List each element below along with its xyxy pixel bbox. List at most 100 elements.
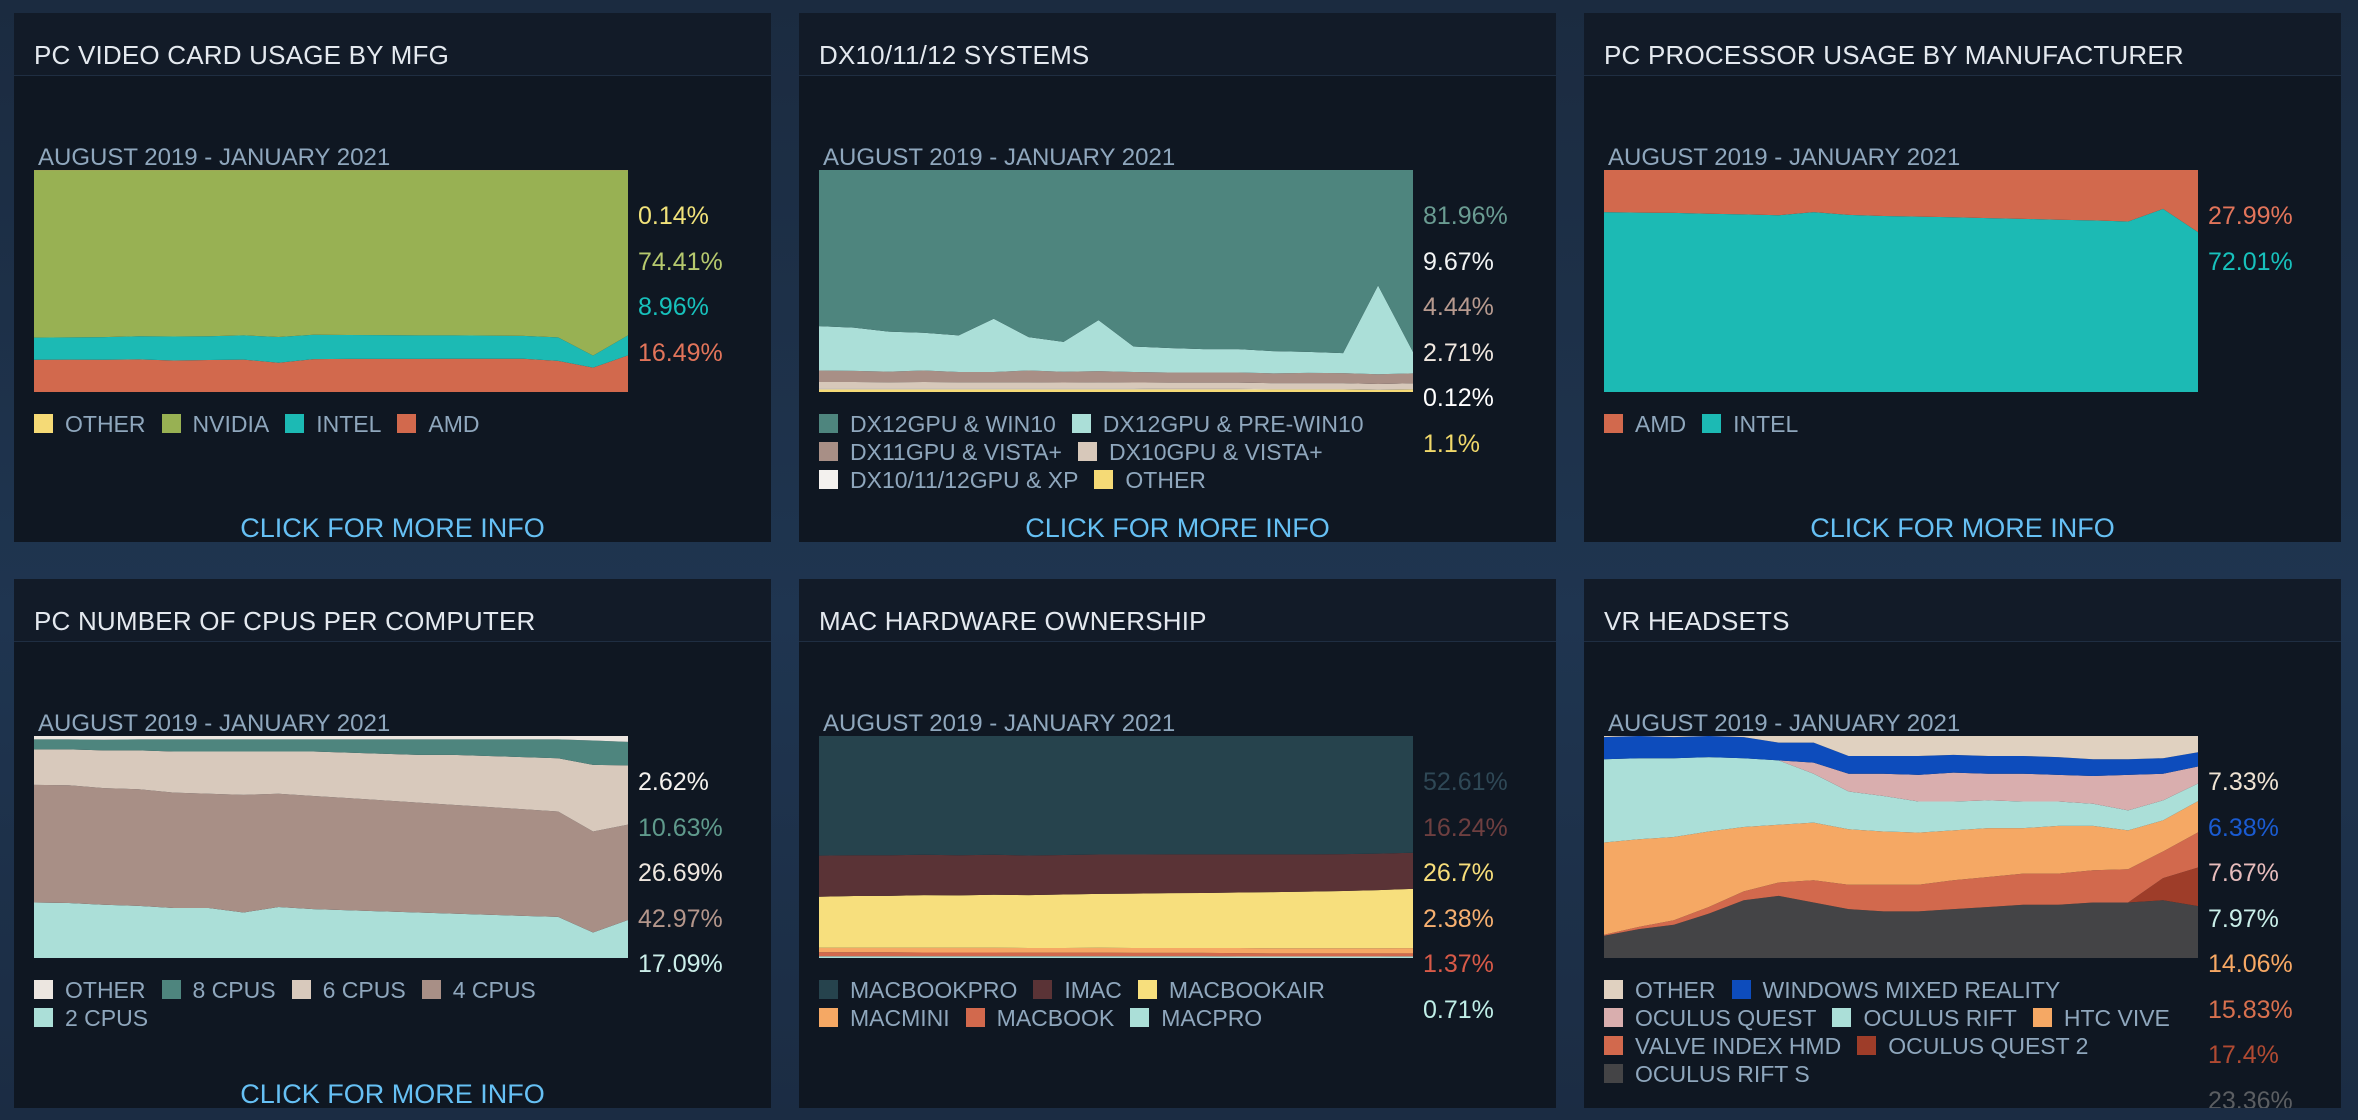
legend-item-macbookair[interactable]: MACBOOKAIR bbox=[1137, 976, 1325, 1004]
stacked-area-chart[interactable] bbox=[1604, 170, 2198, 392]
series-area-oculus-quest[interactable] bbox=[1604, 757, 2198, 811]
legend-item-oculus-rift-s[interactable]: OCULUS RIFT S bbox=[1604, 1060, 1810, 1088]
percentage-value: 74.41% bbox=[638, 247, 723, 276]
legend-swatch bbox=[291, 980, 311, 999]
series-area-dx12gpu-pre-win10[interactable] bbox=[819, 285, 1413, 375]
stacked-area-chart[interactable] bbox=[34, 170, 628, 392]
series-area-2-cpus[interactable] bbox=[34, 902, 628, 959]
legend-swatch bbox=[161, 980, 181, 999]
legend-label: AMD bbox=[428, 411, 480, 437]
series-area-imac[interactable] bbox=[819, 852, 1413, 897]
legend-label: HTC VIVE bbox=[2063, 1005, 2170, 1031]
series-area-amd[interactable] bbox=[1604, 170, 2198, 233]
stacked-area-chart[interactable] bbox=[819, 170, 1413, 392]
legend-item-other[interactable]: OTHER bbox=[1094, 466, 1206, 494]
legend-item-other[interactable]: OTHER bbox=[34, 976, 146, 1004]
legend-label: DX10/11/12GPU & XP bbox=[850, 467, 1079, 493]
legend-swatch bbox=[397, 414, 417, 433]
series-area-other[interactable] bbox=[34, 736, 628, 742]
percentage-value: 8.96% bbox=[638, 293, 709, 321]
series-area-other[interactable] bbox=[819, 389, 1413, 392]
series-area-nvidia[interactable] bbox=[34, 170, 628, 356]
legend-item-oculus-quest[interactable]: OCULUS QUEST bbox=[1604, 1004, 1816, 1032]
click-for-more-info-link[interactable]: CLICK FOR MORE INFO bbox=[1810, 513, 2115, 542]
legend-item-other[interactable]: OTHER bbox=[34, 410, 146, 438]
legend-item-oculus-rift[interactable]: OCULUS RIFT bbox=[1832, 1004, 2017, 1032]
series-area-htc-vive[interactable] bbox=[1604, 801, 2198, 935]
legend-item-dx10-11-12gpu-xp[interactable]: DX10/11/12GPU & XP bbox=[819, 466, 1078, 494]
percentage-value: 17.4% bbox=[2208, 1041, 2279, 1069]
legend-swatch bbox=[819, 470, 838, 489]
legend-item-windows-mixed-reality[interactable]: WINDOWS MIXED REALITY bbox=[1731, 976, 2060, 1004]
click-for-more-info-link[interactable]: CLICK FOR MORE INFO bbox=[240, 513, 545, 542]
legend-item-dx10gpu-vista[interactable]: DX10GPU & VISTA+ bbox=[1077, 438, 1323, 466]
legend-label: OCULUS QUEST bbox=[1635, 1005, 1817, 1031]
percentage-value: 42.97% bbox=[638, 904, 723, 933]
series-area-valve-index-hmd[interactable] bbox=[1604, 832, 2198, 936]
series-area-intel[interactable] bbox=[34, 334, 628, 368]
legend-item-intel[interactable]: INTEL bbox=[285, 410, 381, 438]
chart-svg bbox=[1604, 170, 2198, 392]
series-area-dx12gpu-win10[interactable] bbox=[819, 170, 1413, 354]
series-area-oculus-rift-s[interactable] bbox=[1604, 895, 2198, 958]
legend-item-2-cpus[interactable]: 2 CPUS bbox=[34, 1004, 148, 1032]
percentage-value: 1.37% bbox=[1423, 950, 1494, 978]
series-area-oculus-rift[interactable] bbox=[1604, 757, 2198, 843]
chart-svg bbox=[1604, 736, 2198, 958]
percentage-value: 2.38% bbox=[1423, 904, 1494, 933]
series-area-macbookair[interactable] bbox=[819, 888, 1413, 949]
series-area-amd[interactable] bbox=[34, 355, 628, 392]
legend-item-other[interactable]: OTHER bbox=[1604, 976, 1716, 1004]
legend-item-valve-index-hmd[interactable]: VALVE INDEX HMD bbox=[1604, 1032, 1841, 1060]
series-area-4-cpus[interactable] bbox=[34, 784, 628, 933]
legend-item-dx12gpu-pre-win10[interactable]: DX12GPU & PRE-WIN10 bbox=[1071, 410, 1364, 438]
series-area-macbookpro[interactable] bbox=[819, 736, 1413, 856]
legend-item-imac[interactable]: IMAC bbox=[1033, 976, 1122, 1004]
panel-title: PC PROCESSOR USAGE BY MANUFACTURER bbox=[1604, 40, 2184, 70]
series-area-dx10-11-12gpu-xp[interactable] bbox=[819, 388, 1413, 390]
percentage-value: 0.14% bbox=[638, 202, 709, 230]
legend-item-8-cpus[interactable]: 8 CPUS bbox=[161, 976, 276, 1004]
stacked-area-chart[interactable] bbox=[34, 736, 628, 958]
panel-pc-processor-usage: PC PROCESSOR USAGE BY MANUFACTURER AUGUS… bbox=[1584, 13, 2341, 542]
legend-item-oculus-quest-2[interactable]: OCULUS QUEST 2 bbox=[1857, 1032, 2088, 1060]
legend-label: INTEL bbox=[1733, 411, 1799, 437]
series-area-macpro[interactable] bbox=[819, 956, 1413, 958]
legend-item-dx12gpu-win10[interactable]: DX12GPU & WIN10 bbox=[819, 410, 1056, 438]
series-area-intel[interactable] bbox=[1604, 208, 2198, 392]
series-area-6-cpus[interactable] bbox=[34, 749, 628, 832]
panel-header bbox=[799, 579, 1556, 642]
legend-label: OTHER bbox=[65, 411, 146, 437]
legend-swatch bbox=[1857, 1036, 1877, 1055]
percentage-value: 17.09% bbox=[638, 950, 723, 978]
legend-item-nvidia[interactable]: NVIDIA bbox=[161, 410, 269, 438]
legend-item-htc-vive[interactable]: HTC VIVE bbox=[2032, 1004, 2170, 1032]
series-area-dx11gpu-vista[interactable] bbox=[819, 370, 1413, 385]
series-area-8-cpus[interactable] bbox=[34, 739, 628, 766]
panel-mac-hardware-ownership: MAC HARDWARE OWNERSHIP AUGUST 2019 - JAN… bbox=[799, 579, 1556, 1108]
legend-item-4-cpus[interactable]: 4 CPUS bbox=[421, 976, 536, 1004]
series-area-macmini[interactable] bbox=[819, 947, 1413, 954]
panel-header bbox=[14, 579, 771, 642]
series-area-other[interactable] bbox=[1604, 736, 2198, 760]
click-for-more-info-link[interactable]: CLICK FOR MORE INFO bbox=[240, 1079, 545, 1108]
legend-label: OCULUS QUEST 2 bbox=[1888, 1033, 2089, 1059]
legend-item-intel[interactable]: INTEL bbox=[1702, 410, 1798, 438]
legend-swatch bbox=[34, 1008, 53, 1027]
legend-item-macbook[interactable]: MACBOOK bbox=[965, 1004, 1114, 1032]
legend-item-amd[interactable]: AMD bbox=[1604, 410, 1686, 438]
click-for-more-info-link[interactable]: CLICK FOR MORE INFO bbox=[1025, 513, 1330, 542]
legend-label: IMAC bbox=[1064, 977, 1122, 1003]
stacked-area-chart[interactable] bbox=[819, 736, 1413, 958]
legend-item-macmini[interactable]: MACMINI bbox=[819, 1004, 950, 1032]
legend-item-dx11gpu-vista[interactable]: DX11GPU & VISTA+ bbox=[819, 438, 1062, 466]
series-area-dx10gpu-vista[interactable] bbox=[819, 382, 1413, 390]
legend-item-6-cpus[interactable]: 6 CPUS bbox=[291, 976, 406, 1004]
stacked-area-chart[interactable] bbox=[1604, 736, 2198, 958]
legend-item-amd[interactable]: AMD bbox=[397, 410, 480, 438]
percentage-value: 10.63% bbox=[638, 813, 723, 842]
legend-item-macbookpro[interactable]: MACBOOKPRO bbox=[819, 976, 1017, 1004]
legend-item-macpro[interactable]: MACPRO bbox=[1130, 1004, 1262, 1032]
date-range-label: AUGUST 2019 - JANUARY 2021 bbox=[38, 710, 391, 737]
date-range-label: AUGUST 2019 - JANUARY 2021 bbox=[1608, 144, 1961, 171]
